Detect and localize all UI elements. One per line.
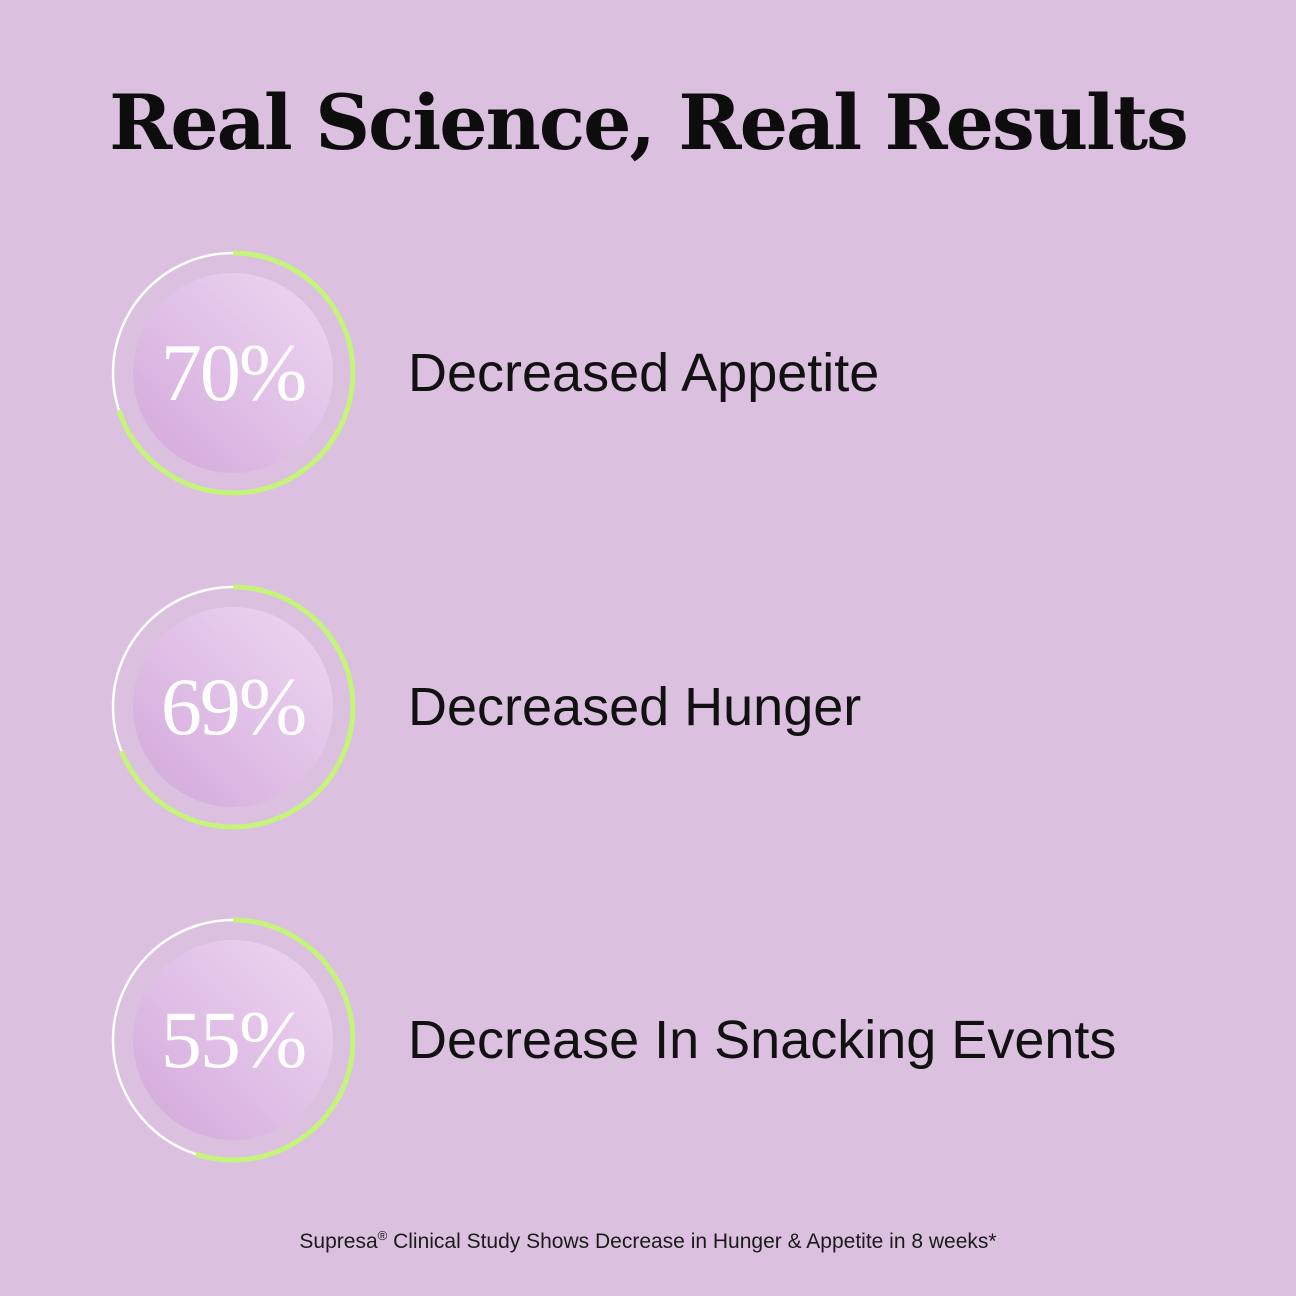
footnote-text: Clinical Study Shows Decrease in Hunger … bbox=[387, 1230, 997, 1253]
ring-inner-disc bbox=[133, 607, 333, 807]
ring-progress-arc bbox=[110, 584, 356, 830]
registered-mark: ® bbox=[377, 1228, 388, 1243]
stat-item: 70% Decreased Appetite bbox=[108, 248, 1258, 498]
stat-item: 55% Decrease In Snacking Events bbox=[108, 915, 1258, 1165]
ring-progress-arc bbox=[110, 917, 356, 1163]
stat-percentage: 69% bbox=[160, 661, 307, 752]
ring-inner-disc bbox=[133, 273, 333, 473]
stat-label: Decrease In Snacking Events bbox=[408, 1010, 1117, 1070]
page-title: Real Science, Real Results bbox=[109, 78, 1189, 167]
progress-ring bbox=[110, 250, 356, 496]
progress-ring bbox=[110, 917, 356, 1163]
stat-item: 69% Decreased Hunger bbox=[108, 582, 1258, 832]
ring-progress-arc bbox=[110, 250, 356, 496]
stat-label: Decreased Hunger bbox=[408, 677, 862, 737]
ring-inner-disc bbox=[133, 940, 333, 1140]
footnote: Supresa® Clinical Study Shows Decrease i… bbox=[0, 1228, 1296, 1254]
stat-percentage: 70% bbox=[160, 327, 307, 418]
progress-ring bbox=[110, 584, 356, 830]
stat-percentage: 55% bbox=[160, 994, 307, 1085]
stat-label: Decreased Appetite bbox=[408, 343, 880, 403]
footnote-brand: Supresa bbox=[299, 1230, 378, 1253]
